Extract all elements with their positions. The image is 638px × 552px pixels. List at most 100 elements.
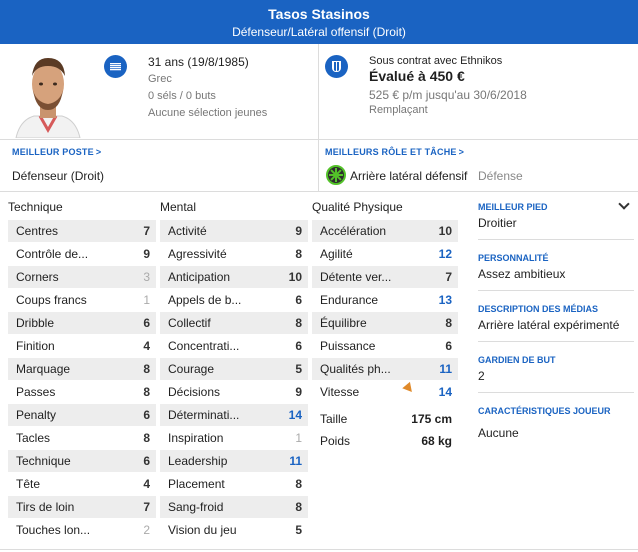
attribute-row[interactable]: Courage 5	[160, 358, 308, 380]
attribute-value: 6	[295, 293, 302, 307]
attribute-value: 6	[143, 454, 150, 468]
attribute-row[interactable]: Inspiration 1	[160, 427, 308, 449]
attribute-row[interactable]: Qualités ph... 11	[312, 358, 458, 380]
divider	[478, 341, 634, 342]
player-nationality[interactable]: Grec	[148, 73, 172, 85]
attribute-label: Concentrati...	[168, 339, 240, 353]
divider	[478, 239, 634, 240]
contract-status[interactable]: Sous contrat avec Ethnikos	[369, 55, 503, 67]
attribute-row[interactable]: Contrôle de... 9	[8, 243, 156, 265]
attribute-row[interactable]: Agilité 12	[312, 243, 458, 265]
profile-header: Tasos Stasinos Défenseur/Latéral offensi…	[0, 0, 638, 44]
attribute-value: 8	[295, 247, 302, 261]
attribute-label: Dribble	[16, 316, 55, 330]
attribute-row[interactable]: Centres 7	[8, 220, 156, 242]
attribute-row[interactable]: Vision du jeu 5	[160, 519, 308, 541]
weight-value: 68 kg	[421, 434, 452, 448]
attribute-row[interactable]: Activité 9	[160, 220, 308, 242]
attribute-label: Équilibre	[320, 316, 367, 330]
attribute-value: 8	[445, 316, 452, 330]
player-value: Évalué à 450 €	[369, 68, 465, 84]
attribute-row[interactable]: Endurance 13	[312, 289, 458, 311]
height-row: Taille 175 cm	[312, 408, 458, 430]
attribute-label: Anticipation	[168, 270, 231, 284]
attribute-label: Détente ver...	[320, 270, 392, 284]
attribute-row[interactable]: Accélération 10	[312, 220, 458, 242]
attribute-value: 8	[295, 477, 302, 491]
attribute-label: Tacles	[16, 431, 51, 445]
attribute-value: 9	[143, 247, 150, 261]
attribute-row[interactable]: Appels de b... 6	[160, 289, 308, 311]
attribute-row[interactable]: Marquage 8	[8, 358, 156, 380]
attribute-row[interactable]: Penalty 6	[8, 404, 156, 426]
best-role-link[interactable]: MEILLEURS RÔLE ET TÂCHE >	[325, 147, 464, 157]
attribute-label: Leadership	[168, 454, 228, 468]
chevron-right-icon: >	[95, 147, 102, 157]
physical-title: Qualité Physique	[312, 200, 403, 214]
attribute-value: 12	[438, 247, 452, 261]
player-photo	[12, 50, 84, 138]
weight-label: Poids	[320, 434, 351, 448]
attribute-value: 7	[445, 270, 452, 284]
attribute-row[interactable]: Déterminati... 14	[160, 404, 308, 426]
attribute-row[interactable]: Touches lon... 2	[8, 519, 156, 541]
attribute-label: Finition	[16, 339, 55, 353]
attribute-label: Contrôle de...	[16, 247, 89, 261]
weight-row: Poids 68 kg	[312, 430, 458, 452]
contract-wage: 525 € p/m jusqu'au 30/6/2018	[369, 88, 527, 102]
attribute-row[interactable]: Concentrati... 6	[160, 335, 308, 357]
attribute-row[interactable]: Détente ver... 7	[312, 266, 458, 288]
greece-flag-icon[interactable]	[104, 55, 127, 78]
attribute-value: 1	[295, 431, 302, 445]
attribute-label: Centres	[16, 224, 59, 238]
attribute-label: Sang-froid	[168, 500, 224, 514]
attribute-label: Agressivité	[168, 247, 227, 261]
attribute-label: Activité	[168, 224, 207, 238]
best-position-label: MEILLEUR POSTE	[12, 147, 94, 157]
best-role-duty: Défense	[478, 169, 523, 183]
attribute-row[interactable]: Puissance 6	[312, 335, 458, 357]
attribute-value: 5	[295, 523, 302, 537]
attribute-row[interactable]: Sang-froid 8	[160, 496, 308, 518]
attribute-row[interactable]: Vitesse 14	[312, 381, 458, 403]
mental-title: Mental	[160, 200, 197, 214]
squad-role: Remplaçant	[369, 104, 428, 116]
attribute-row[interactable]: Technique 6	[8, 450, 156, 472]
attribute-label: Penalty	[16, 408, 57, 422]
attribute-row[interactable]: Tête 4	[8, 473, 156, 495]
attribute-row[interactable]: Collectif 8	[160, 312, 308, 334]
player-traits-label: CARACTÉRISTIQUES JOUEUR	[478, 406, 611, 416]
attribute-row[interactable]: Agressivité 8	[160, 243, 308, 265]
attribute-label: Appels de b...	[168, 293, 242, 307]
media-description-label: DESCRIPTION DES MÉDIAS	[478, 304, 599, 314]
attribute-row[interactable]: Corners 3	[8, 266, 156, 288]
attribute-label: Tête	[16, 477, 41, 491]
attribute-value: 2	[143, 523, 150, 537]
best-role-label: MEILLEURS RÔLE ET TÂCHE	[325, 147, 457, 157]
attribute-label: Collectif	[168, 316, 211, 330]
attribute-row[interactable]: Finition 4	[8, 335, 156, 357]
chevron-down-icon[interactable]	[618, 198, 630, 210]
attribute-value: 14	[288, 408, 302, 422]
attribute-row[interactable]: Dribble 6	[8, 312, 156, 334]
technique-title: Technique	[8, 200, 63, 214]
attribute-value: 8	[143, 362, 150, 376]
attribute-row[interactable]: Équilibre 8	[312, 312, 458, 334]
best-position-link[interactable]: MEILLEUR POSTE >	[12, 147, 101, 157]
club-crest-icon[interactable]	[325, 55, 348, 78]
attribute-value: 5	[295, 362, 302, 376]
attribute-row[interactable]: Passes 8	[8, 381, 156, 403]
attribute-row[interactable]: Tacles 8	[8, 427, 156, 449]
attribute-row[interactable]: Coups francs 1	[8, 289, 156, 311]
attribute-row[interactable]: Leadership 11	[160, 450, 308, 472]
attribute-value: 8	[143, 431, 150, 445]
attribute-row[interactable]: Décisions 9	[160, 381, 308, 403]
attribute-row[interactable]: Anticipation 10	[160, 266, 308, 288]
best-position-role-panel	[0, 140, 638, 192]
attribute-value: 6	[295, 339, 302, 353]
attribute-row[interactable]: Tirs de loin 7	[8, 496, 156, 518]
attribute-label: Inspiration	[168, 431, 224, 445]
attribute-label: Agilité	[320, 247, 353, 261]
attribute-value: 9	[295, 385, 302, 399]
attribute-row[interactable]: Placement 8	[160, 473, 308, 495]
